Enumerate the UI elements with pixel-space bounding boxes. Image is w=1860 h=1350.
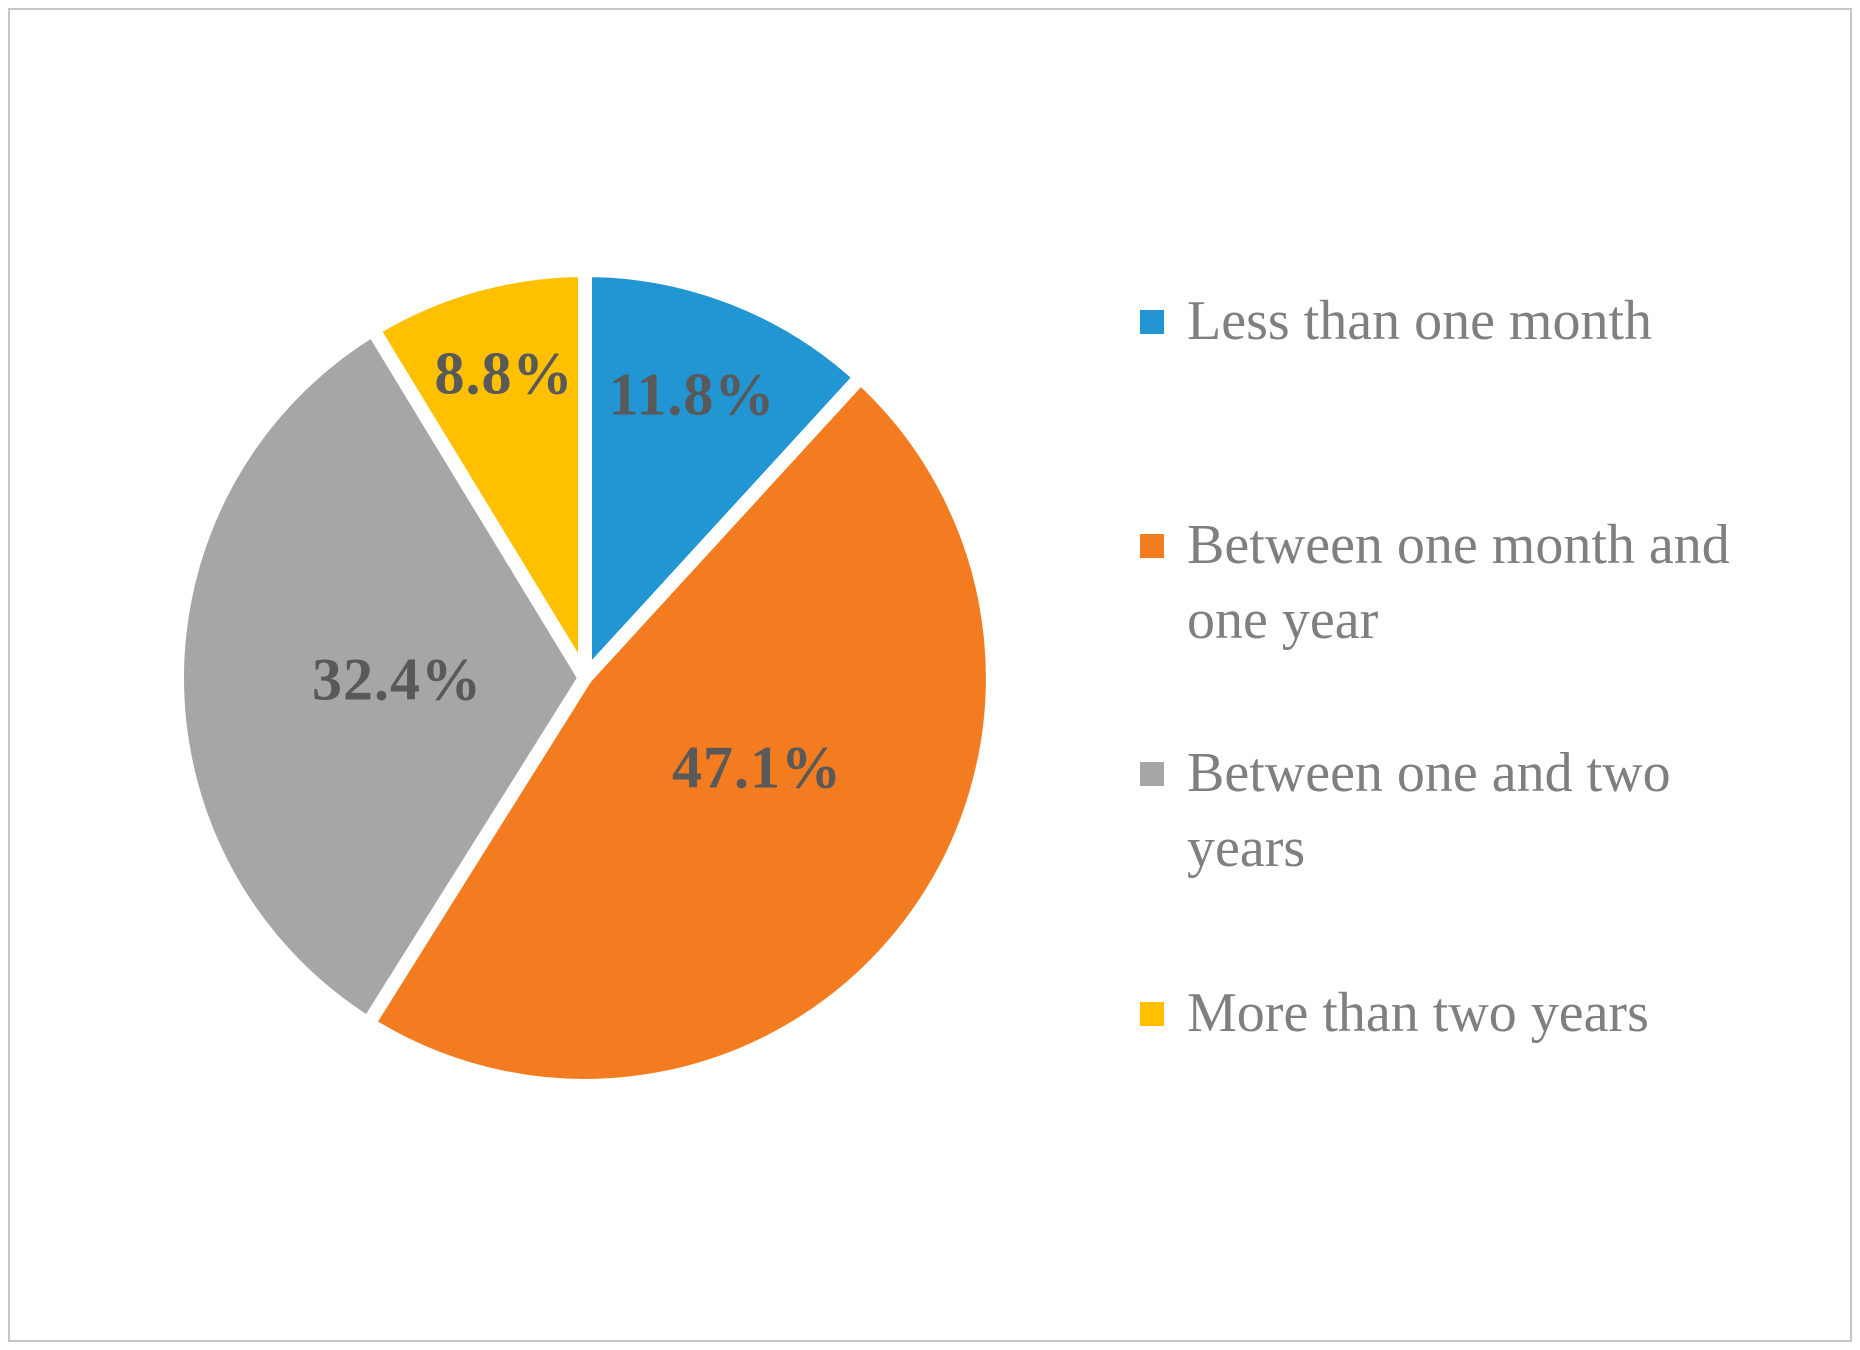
legend-label-line2: years: [1187, 817, 1306, 879]
legend-marker-gray-icon: [1140, 762, 1164, 786]
legend-marker-orange-icon: [1140, 534, 1164, 558]
legend-label: Between one month and: [1187, 514, 1730, 576]
legend-marker-yellow-icon: [1140, 1002, 1164, 1026]
legend-item-between-one-month-and-one-year[interactable]: Between one month and one year: [1140, 508, 1767, 658]
data-label-between-one-and-two-years: 32.4%: [312, 646, 482, 713]
data-label-less-than-one-month: 11.8%: [608, 361, 776, 428]
legend-item-more-than-two-years[interactable]: More than two years: [1140, 976, 1767, 1051]
legend-label: More than two years: [1187, 982, 1649, 1044]
legend-item-less-than-one-month[interactable]: Less than one month: [1140, 284, 1767, 359]
data-label-between-one-month-and-one-year: 47.1%: [672, 734, 842, 801]
legend-marker-blue-icon: [1140, 310, 1164, 334]
legend-label: Less than one month: [1187, 290, 1653, 352]
legend-item-between-one-and-two-years[interactable]: Between one and two years: [1140, 736, 1767, 886]
pie-slice-less-than-one-month[interactable]: [578, 263, 868, 685]
pie-slice-more-than-two-years[interactable]: [366, 263, 592, 685]
legend-label-line2: one year: [1187, 589, 1379, 651]
pie-slice-between-one-month-and-one-year[interactable]: [361, 370, 1000, 1093]
legend-label: Between one and two: [1187, 742, 1671, 804]
pie-slice-between-one-and-two-years[interactable]: [170, 322, 592, 1031]
data-label-more-than-two-years: 8.8%: [434, 340, 574, 407]
